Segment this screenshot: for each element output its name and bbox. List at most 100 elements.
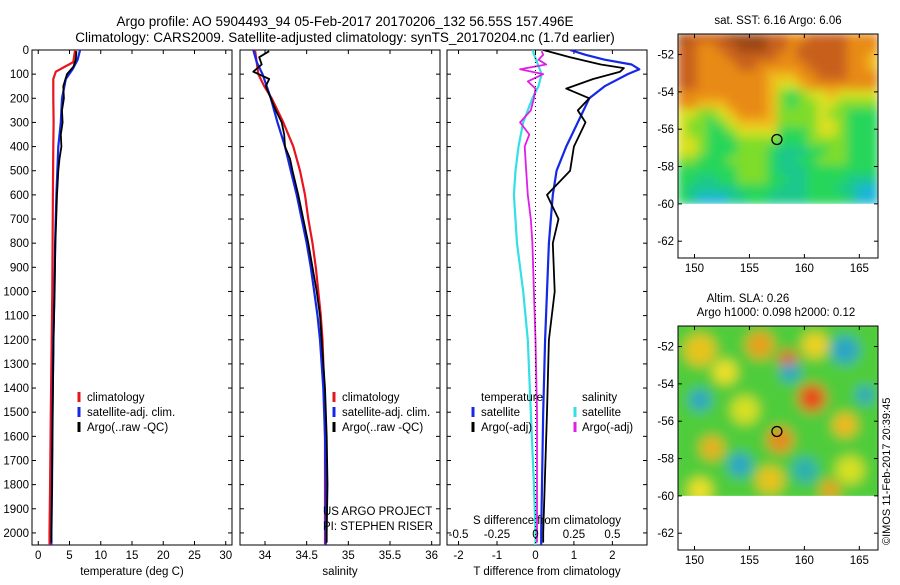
x-tick-label: 25 (188, 550, 201, 562)
x-tick-label: 5 (66, 550, 72, 562)
x-tick-label: 36 (425, 550, 438, 562)
series-line-climatology (48, 50, 77, 545)
x-tick-label: -1 (492, 550, 502, 562)
x-tick-label-s: 0 (532, 529, 538, 541)
x-tick-label-s: -0.25 (484, 529, 510, 541)
y-tick-label: 100 (10, 69, 29, 81)
x-tick-label: 34.5 (295, 550, 317, 562)
y-tick-label: 1600 (3, 431, 29, 443)
map-x-tick-label: 155 (740, 555, 759, 567)
temperature-panel: 0100200300400500600700800900100011001200… (3, 45, 233, 578)
legend-label: satellite (481, 407, 520, 419)
y-tick-label: 200 (10, 93, 29, 105)
series-line-satellite (50, 50, 82, 545)
y-tick-label: 1500 (3, 407, 29, 419)
y-tick-label: 1400 (3, 383, 29, 395)
map-x-tick-label: 160 (795, 555, 814, 567)
series-group (512, 50, 641, 545)
sst-map-title: sat. SST: 6.16 Argo: 6.06 (714, 15, 841, 27)
x-tick-label: -2 (453, 550, 463, 562)
x-tick-label: 35 (342, 550, 355, 562)
map-frame (677, 33, 879, 259)
y-tick-label: 1700 (3, 455, 29, 467)
y-tick-label: 300 (10, 117, 29, 129)
map-y-tick-label: -58 (657, 454, 674, 466)
map-x-tick-label: 160 (795, 263, 814, 275)
x-tick-label: 30 (219, 550, 232, 562)
map-y-tick-label: -58 (657, 162, 674, 174)
legend-label: Argo(-adj) (582, 422, 633, 434)
x-tick-label: 0 (35, 550, 41, 562)
x-tick-label-s: 0.25 (563, 529, 585, 541)
difference-panel: -2 -1 0 1 2 T difference from climatology S di… (446, 49, 648, 578)
sla-map-title-line2: Argo h1000: 0.098 h2000: 0.12 (697, 307, 856, 319)
x-tick-label: 35.5 (379, 550, 401, 562)
y-tick-label: 1300 (3, 359, 29, 371)
series-line-satellite (540, 50, 641, 545)
sst-map-panel: sat. SST: 6.16 Argo: 6.06 150 155 160 165 -5… (657, 15, 879, 275)
x-axis-label-top: S difference from climatology (473, 515, 621, 527)
map-frame (677, 325, 879, 551)
map-x-tick-label: 150 (685, 555, 704, 567)
x-tick-label: 10 (94, 550, 107, 562)
x-tick-label: 1 (571, 550, 577, 562)
y-tick-label: 1800 (3, 480, 29, 492)
y-tick-label: 0 (23, 45, 29, 57)
plot-frame (239, 49, 441, 546)
series-line-argo (252, 50, 329, 543)
x-tick-label: 34 (259, 550, 272, 562)
legend-label: Argo(-adj) (481, 422, 532, 434)
float-position-marker (771, 133, 783, 146)
map-y-tick-label: -62 (657, 528, 674, 540)
map-y-tick-label: -62 (657, 236, 674, 248)
sla-field-colors (678, 326, 878, 506)
series-line-argo (50, 51, 78, 543)
legend-label: climatology (87, 392, 145, 404)
x-tick-label-s: 0.5 (604, 529, 620, 541)
x-axis-label: temperature (deg C) (80, 566, 184, 578)
y-tick-label: 1100 (4, 311, 29, 323)
x-tick-label-s: -0.5 (449, 529, 469, 541)
series-line-argo_s (519, 50, 548, 543)
legend-label: satellite (582, 407, 621, 419)
figure-title-line2: Climatology: CARS2009. Satellite-adjuste… (75, 30, 615, 45)
sla-map-title-line1: Altim. SLA: 0.26 (707, 293, 789, 305)
map-y-tick-label: -54 (657, 379, 674, 391)
y-tick-label: 1200 (3, 335, 29, 347)
map-x-tick-label: 155 (740, 263, 759, 275)
x-tick-label: 15 (126, 550, 139, 562)
legend-label: satellite-adj. clim. (342, 407, 430, 419)
map-y-tick-label: -56 (657, 124, 674, 136)
legend-temperature-title: temperature (481, 392, 543, 404)
series-line-satellite_s (512, 50, 543, 545)
y-tick-label: 500 (10, 166, 29, 178)
sla-map-panel: Altim. SLA: 0.26 Argo h1000: 0.098 h2000… (657, 293, 879, 567)
salinity-panel: 34 34.5 35 35.5 36 salinity climatology satelli… (239, 49, 441, 578)
y-tick-label: 800 (10, 238, 29, 250)
sla-map-field (678, 326, 878, 508)
x-tick-label: 20 (157, 550, 170, 562)
y-tick-label: 400 (10, 142, 29, 154)
map-x-tick-label: 150 (685, 263, 704, 275)
map-y-tick-label: -56 (657, 416, 674, 428)
series-group (252, 50, 329, 545)
map-y-tick-label: -52 (657, 50, 674, 62)
series-group (48, 50, 82, 545)
plot-frame (446, 49, 648, 546)
sst-field-colors (678, 34, 878, 205)
map-x-tick-label: 165 (850, 263, 869, 275)
figure-title-line1: Argo profile: AO 5904493_94 05-Feb-2017 … (116, 14, 573, 29)
y-tick-label: 900 (10, 262, 29, 274)
y-tick-label: 1900 (3, 504, 29, 516)
sla-no-data-region (678, 495, 878, 508)
legend-label: Argo(..raw -QC) (342, 422, 423, 434)
project-annotation-line2: PI: STEPHEN RISER (323, 521, 433, 533)
x-tick-label: 0 (532, 550, 538, 562)
map-y-tick-label: -60 (657, 491, 674, 503)
map-x-tick-label: 165 (850, 555, 869, 567)
float-position-marker (771, 425, 783, 438)
legend-label: climatology (342, 392, 400, 404)
y-tick-label: 700 (10, 214, 29, 226)
